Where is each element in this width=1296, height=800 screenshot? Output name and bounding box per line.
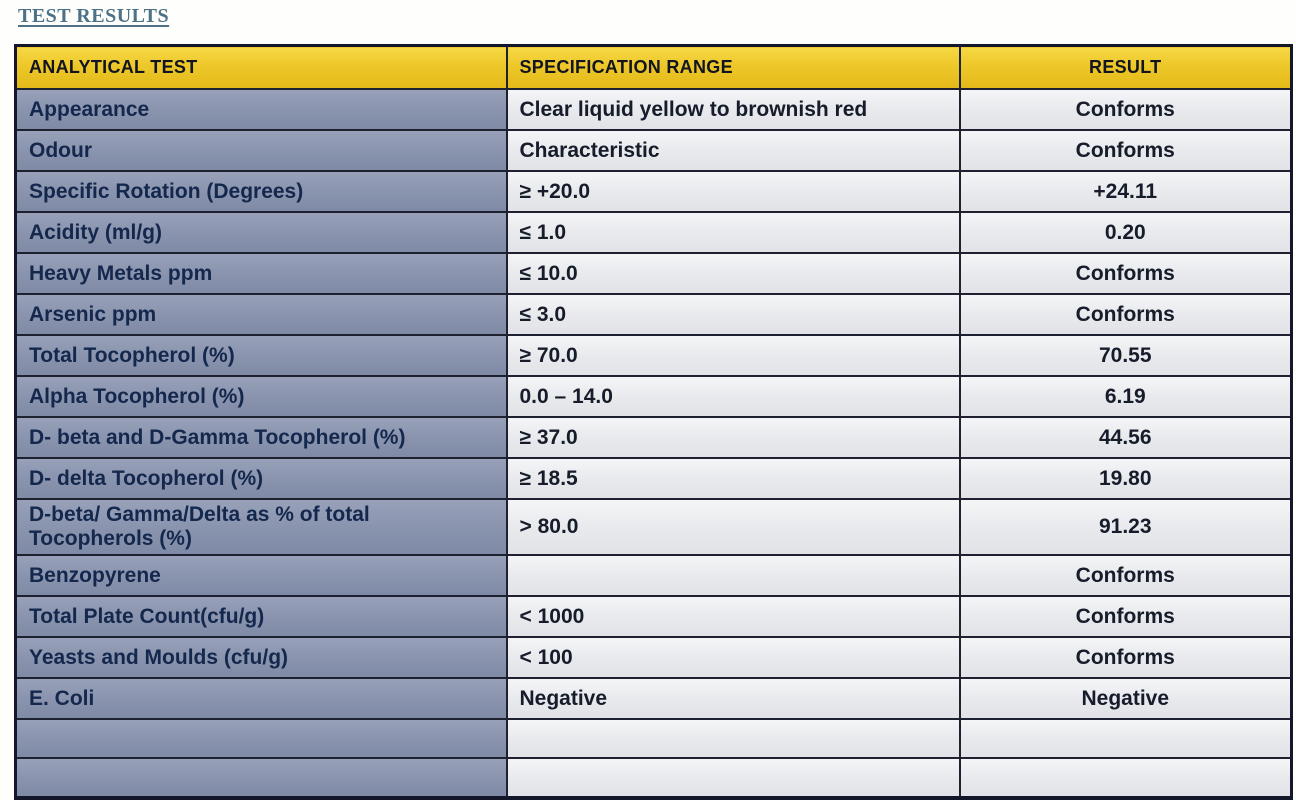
spec-range-cell: ≤ 1.0: [505, 211, 961, 254]
result-cell: 6.19: [958, 375, 1293, 418]
table-row: Alpha Tocopherol (%) 0.0 – 14.0 6.19: [14, 375, 1293, 418]
spec-range-cell: ≥ 70.0: [505, 334, 961, 377]
result-cell: 0.20: [958, 211, 1293, 254]
spec-range-cell: Negative: [505, 677, 961, 720]
spec-range-cell: ≥ 37.0: [505, 416, 961, 459]
result-cell: Conforms: [958, 595, 1293, 638]
table-row: D- delta Tocopherol (%) ≥ 18.5 19.80: [14, 457, 1293, 500]
spec-range-cell: Characteristic: [505, 129, 961, 172]
spec-range-cell: [505, 757, 961, 800]
test-name-cell: Heavy Metals ppm: [14, 252, 508, 295]
test-name-cell: Acidity (ml/g): [14, 211, 508, 254]
header-result: RESULT: [958, 44, 1293, 90]
spec-range-cell: [505, 554, 961, 597]
test-results-table: ANALYTICAL TEST SPECIFICATION RANGE RESU…: [14, 44, 1293, 800]
table-row: Yeasts and Moulds (cfu/g) < 100 Conforms: [14, 636, 1293, 679]
test-name-cell: D-beta/ Gamma/Delta as % of total Tocoph…: [14, 498, 508, 556]
result-cell: +24.11: [958, 170, 1293, 213]
test-name-cell: [14, 757, 508, 800]
test-name-cell: D- beta and D-Gamma Tocopherol (%): [14, 416, 508, 459]
table-row: [14, 757, 1293, 800]
spec-range-cell: ≥ +20.0: [505, 170, 961, 213]
spec-range-cell: 0.0 – 14.0: [505, 375, 961, 418]
result-cell: 70.55: [958, 334, 1293, 377]
result-cell: Negative: [958, 677, 1293, 720]
page-title: TEST RESULTS: [18, 5, 170, 27]
table-row: D- beta and D-Gamma Tocopherol (%) ≥ 37.…: [14, 416, 1293, 459]
header-analytical-test: ANALYTICAL TEST: [14, 44, 508, 90]
result-cell: 44.56: [958, 416, 1293, 459]
table-row: [14, 718, 1293, 759]
spec-range-cell: [505, 718, 961, 759]
test-name-cell: Benzopyrene: [14, 554, 508, 597]
table-row: E. Coli Negative Negative: [14, 677, 1293, 720]
table-row: Specific Rotation (Degrees) ≥ +20.0 +24.…: [14, 170, 1293, 213]
result-cell: Conforms: [958, 293, 1293, 336]
result-cell: [958, 718, 1293, 759]
table-header: ANALYTICAL TEST SPECIFICATION RANGE RESU…: [14, 44, 1293, 90]
result-cell: 19.80: [958, 457, 1293, 500]
spec-range-cell: < 1000: [505, 595, 961, 638]
table-row: Total Tocopherol (%) ≥ 70.0 70.55: [14, 334, 1293, 377]
table-row: Acidity (ml/g) ≤ 1.0 0.20: [14, 211, 1293, 254]
test-name-cell: Appearance: [14, 88, 508, 131]
test-name-cell: D- delta Tocopherol (%): [14, 457, 508, 500]
table-row: Total Plate Count(cfu/g) < 1000 Conforms: [14, 595, 1293, 638]
spec-range-cell: ≤ 10.0: [505, 252, 961, 295]
table-row: Odour Characteristic Conforms: [14, 129, 1293, 172]
test-name-cell: Specific Rotation (Degrees): [14, 170, 508, 213]
spec-range-cell: > 80.0: [505, 498, 961, 556]
header-specification-range: SPECIFICATION RANGE: [505, 44, 961, 90]
table-row: D-beta/ Gamma/Delta as % of total Tocoph…: [14, 498, 1293, 556]
test-name-cell: Total Tocopherol (%): [14, 334, 508, 377]
test-name-cell: Alpha Tocopherol (%): [14, 375, 508, 418]
result-cell: [958, 757, 1293, 800]
table-row: Arsenic ppm ≤ 3.0 Conforms: [14, 293, 1293, 336]
table-row: Heavy Metals ppm ≤ 10.0 Conforms: [14, 252, 1293, 295]
test-name-cell: Arsenic ppm: [14, 293, 508, 336]
result-cell: Conforms: [958, 88, 1293, 131]
spec-range-cell: ≥ 18.5: [505, 457, 961, 500]
table-row: Appearance Clear liquid yellow to browni…: [14, 88, 1293, 131]
results-table-body: Appearance Clear liquid yellow to browni…: [14, 88, 1293, 800]
table-row: Benzopyrene Conforms: [14, 554, 1293, 597]
test-name-cell: [14, 718, 508, 759]
spec-range-cell: Clear liquid yellow to brownish red: [505, 88, 961, 131]
result-cell: Conforms: [958, 636, 1293, 679]
header-row: ANALYTICAL TEST SPECIFICATION RANGE RESU…: [14, 44, 1293, 90]
test-name-cell: Total Plate Count(cfu/g): [14, 595, 508, 638]
spec-range-cell: < 100: [505, 636, 961, 679]
spec-range-cell: ≤ 3.0: [505, 293, 961, 336]
result-cell: 91.23: [958, 498, 1293, 556]
result-cell: Conforms: [958, 252, 1293, 295]
test-name-cell: Odour: [14, 129, 508, 172]
result-cell: Conforms: [958, 129, 1293, 172]
result-cell: Conforms: [958, 554, 1293, 597]
test-name-cell: E. Coli: [14, 677, 508, 720]
test-name-cell: Yeasts and Moulds (cfu/g): [14, 636, 508, 679]
